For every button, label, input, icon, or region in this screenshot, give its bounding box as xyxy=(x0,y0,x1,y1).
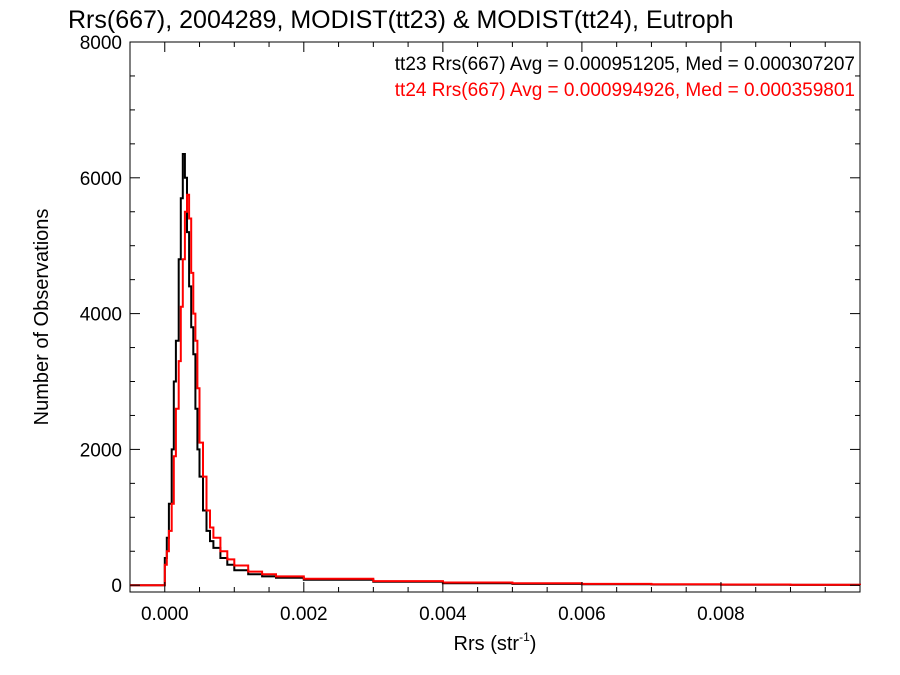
x-tick-label: 0.004 xyxy=(419,604,467,625)
y-tick-label: 6000 xyxy=(80,169,122,190)
x-axis-label-close: ) xyxy=(530,633,537,655)
y-tick-label: 2000 xyxy=(80,440,122,461)
x-tick-label: 0.006 xyxy=(558,604,606,625)
x-tick-label: 0.008 xyxy=(697,604,745,625)
chart-title: Rrs(667), 2004289, MODIST(tt23) & MODIST… xyxy=(68,6,734,34)
plot-frame xyxy=(129,41,861,593)
x-tick-label: 0.002 xyxy=(280,604,328,625)
y-axis-label: Number of Observations xyxy=(31,209,53,426)
series-line-0 xyxy=(130,153,861,587)
y-tick-label: 0 xyxy=(111,576,122,597)
x-tick-label: 0.000 xyxy=(141,604,189,625)
y-axis: 0 2000 4000 6000 8000 xyxy=(80,33,860,597)
x-axis-label: Rrs (str-1) xyxy=(454,630,537,655)
legend-entry-tt23: tt23 Rrs(667) Avg = 0.000951205, Med = 0… xyxy=(395,54,855,75)
series-line-1 xyxy=(130,193,861,587)
legend-entry-tt24: tt24 Rrs(667) Avg = 0.000994926, Med = 0… xyxy=(395,80,855,101)
y-tick-label: 8000 xyxy=(80,33,122,54)
series-layer xyxy=(130,153,861,587)
x-axis-label-superscript: -1 xyxy=(519,630,530,644)
x-axis: 0.000 0.002 0.004 0.006 0.008 xyxy=(141,42,826,625)
x-axis-label-text: Rrs (str xyxy=(454,633,520,655)
y-tick-label: 4000 xyxy=(80,305,122,326)
